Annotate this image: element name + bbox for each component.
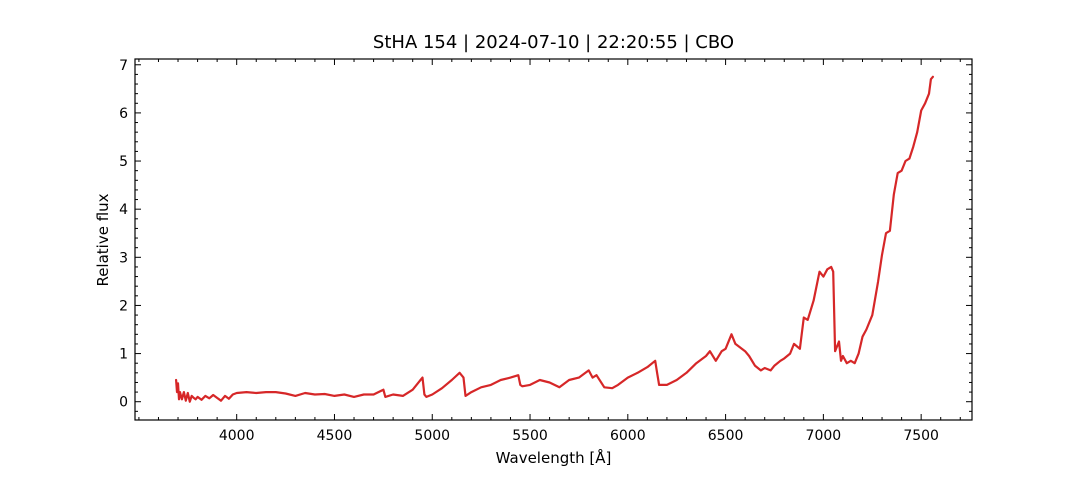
y-tick-label: 5 [119, 154, 128, 170]
spectrum-line [175, 75, 935, 403]
y-tick-label: 7 [119, 58, 128, 74]
x-tick-label: 4500 [317, 428, 353, 444]
plot-frame [134, 58, 973, 421]
axis-tick-labels: 4000 4500 5000 5500 6000 6500 7000 7500 0 1 2 3 4 5 6 7 [119, 58, 939, 444]
y-tick-label: 6 [119, 106, 128, 122]
x-axis-label: Wavelength [Å] [496, 448, 612, 467]
x-tick-label: 7000 [806, 428, 842, 444]
y-tick-label: 2 [119, 298, 128, 314]
x-tick-label: 4000 [219, 428, 255, 444]
y-tick-label: 1 [119, 347, 128, 363]
y-tick-label: 0 [119, 395, 128, 411]
x-tick-label: 6500 [708, 428, 744, 444]
x-tick-label: 6000 [610, 428, 646, 444]
y-tick-label: 3 [119, 250, 128, 266]
y-axis-label: Relative flux [94, 193, 112, 286]
x-tick-label: 7500 [903, 428, 939, 444]
series-layer [175, 75, 935, 403]
axis-ticks [135, 59, 972, 420]
x-tick-label: 5500 [512, 428, 548, 444]
chart-title: StHA 154 | 2024-07-10 | 22:20:55 | CBO [373, 32, 734, 53]
y-tick-label: 4 [119, 202, 128, 218]
x-tick-label: 5000 [414, 428, 450, 444]
